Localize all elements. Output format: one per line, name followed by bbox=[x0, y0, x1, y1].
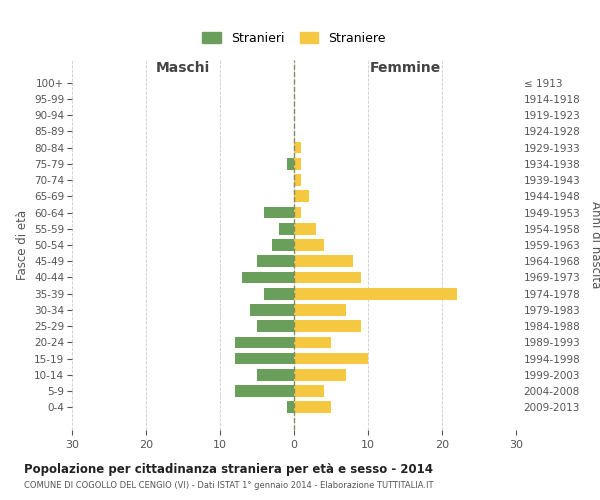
Bar bbox=[265, 288, 294, 300]
Bar bbox=[294, 272, 361, 283]
Bar bbox=[265, 206, 294, 218]
Bar bbox=[294, 386, 323, 397]
Bar bbox=[294, 304, 346, 316]
Bar bbox=[294, 239, 323, 251]
Bar bbox=[235, 353, 294, 364]
Bar bbox=[250, 304, 294, 316]
Y-axis label: Fasce di età: Fasce di età bbox=[16, 210, 29, 280]
Text: Maschi: Maschi bbox=[156, 61, 210, 75]
Bar bbox=[294, 158, 301, 170]
Y-axis label: Anni di nascita: Anni di nascita bbox=[589, 202, 600, 288]
Bar bbox=[294, 336, 331, 348]
Text: Femmine: Femmine bbox=[370, 61, 440, 75]
Bar bbox=[287, 158, 294, 170]
Legend: Stranieri, Straniere: Stranieri, Straniere bbox=[196, 26, 392, 51]
Bar bbox=[294, 369, 346, 380]
Bar bbox=[287, 402, 294, 413]
Bar bbox=[279, 223, 294, 234]
Bar bbox=[242, 272, 294, 283]
Bar bbox=[294, 402, 331, 413]
Bar bbox=[294, 256, 353, 267]
Bar bbox=[294, 142, 301, 154]
Bar bbox=[257, 320, 294, 332]
Bar bbox=[235, 386, 294, 397]
Bar bbox=[294, 206, 301, 218]
Bar bbox=[272, 239, 294, 251]
Bar bbox=[294, 174, 301, 186]
Bar bbox=[294, 288, 457, 300]
Bar bbox=[235, 336, 294, 348]
Bar bbox=[257, 369, 294, 380]
Bar bbox=[294, 320, 361, 332]
Bar bbox=[294, 223, 316, 234]
Text: COMUNE DI COGOLLO DEL CENGIO (VI) - Dati ISTAT 1° gennaio 2014 - Elaborazione TU: COMUNE DI COGOLLO DEL CENGIO (VI) - Dati… bbox=[24, 481, 433, 490]
Bar bbox=[294, 353, 368, 364]
Bar bbox=[294, 190, 309, 202]
Bar bbox=[257, 256, 294, 267]
Text: Popolazione per cittadinanza straniera per età e sesso - 2014: Popolazione per cittadinanza straniera p… bbox=[24, 462, 433, 475]
